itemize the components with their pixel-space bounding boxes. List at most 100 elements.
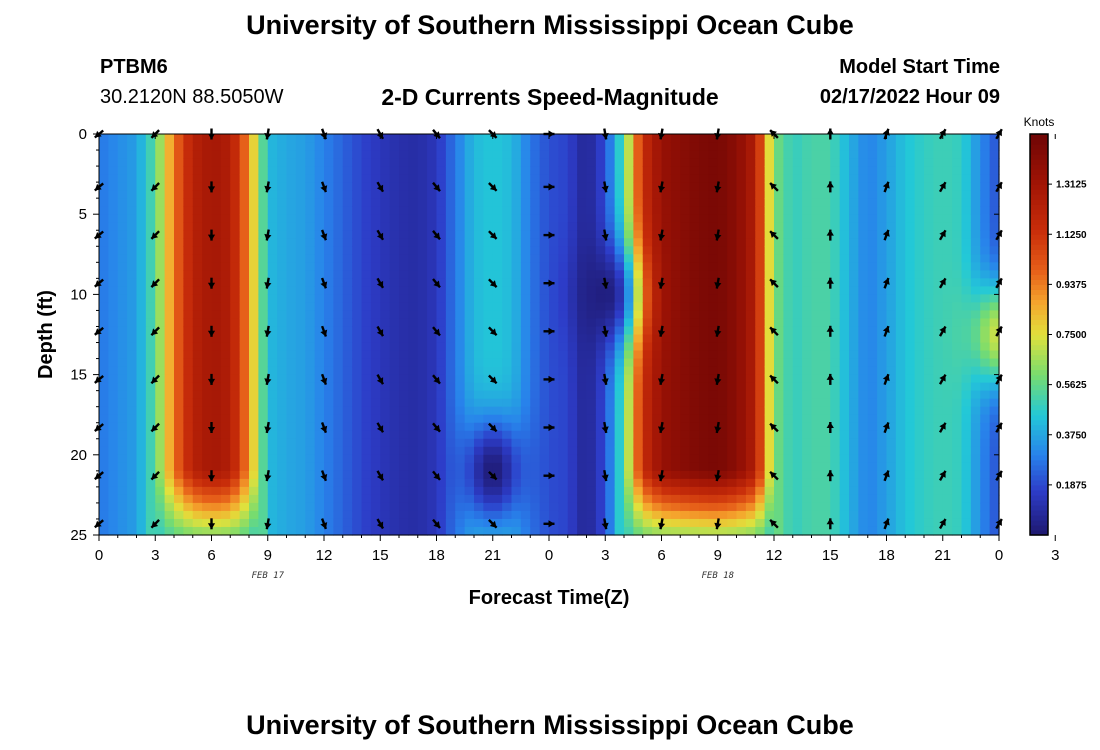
heatmap-cell — [633, 318, 644, 328]
heatmap-cell — [727, 318, 738, 328]
heatmap-cell — [970, 342, 981, 352]
heatmap-cell — [127, 286, 138, 295]
heatmap-cell — [652, 158, 663, 167]
heatmap-cell — [811, 310, 822, 320]
heatmap-cell — [839, 518, 850, 528]
heatmap-cell — [914, 334, 925, 344]
heatmap-cell — [802, 134, 813, 143]
heatmap-cell — [942, 326, 953, 336]
heatmap-cell — [680, 454, 691, 464]
heatmap-cell — [389, 422, 400, 432]
heatmap-cell — [942, 518, 953, 528]
heatmap-cell — [530, 526, 541, 536]
heatmap-cell — [127, 406, 138, 416]
heatmap-cell — [314, 134, 325, 143]
heatmap-cell — [952, 254, 963, 263]
heatmap-cell — [389, 526, 400, 536]
heatmap-cell — [586, 206, 597, 215]
heatmap-cell — [839, 254, 850, 263]
heatmap-cell — [258, 366, 269, 376]
heatmap-cell — [633, 262, 644, 271]
heatmap-cell — [145, 358, 156, 368]
heatmap-cell — [670, 166, 681, 175]
heatmap-cell — [755, 414, 766, 424]
heatmap-cell — [417, 510, 428, 520]
heatmap-cell — [924, 214, 934, 223]
heatmap-cell — [717, 454, 728, 464]
heatmap-cell — [249, 198, 259, 207]
heatmap-cell — [211, 486, 222, 496]
heatmap-cell — [464, 462, 475, 472]
heatmap-cell — [99, 510, 109, 520]
heatmap-cell — [305, 166, 316, 175]
heatmap-cell — [699, 230, 709, 239]
heatmap-cell — [370, 262, 381, 271]
heatmap-cell — [277, 366, 288, 376]
heatmap-cell — [417, 494, 428, 504]
heatmap-cell — [314, 166, 325, 175]
heatmap-cell — [839, 358, 850, 368]
heatmap-cell — [549, 254, 559, 263]
heatmap-cell — [605, 278, 616, 287]
heatmap-cell — [239, 270, 250, 279]
x-tick-label: 0 — [545, 547, 553, 564]
heatmap-cell — [389, 166, 400, 175]
heatmap-cell — [727, 446, 738, 456]
heatmap-cell — [108, 462, 119, 472]
heatmap-cell — [933, 398, 944, 408]
heatmap-cell — [605, 182, 616, 191]
heatmap-cell — [314, 190, 325, 199]
heatmap-cell — [567, 326, 578, 336]
heatmap-cell — [774, 270, 784, 279]
current-arrow — [995, 181, 1003, 193]
heatmap-cell — [661, 342, 672, 352]
heatmap-cell — [820, 238, 831, 247]
heatmap-cell — [145, 206, 156, 215]
heatmap-cell — [380, 462, 391, 472]
heatmap-cell — [820, 462, 831, 472]
heatmap-cell — [586, 310, 597, 320]
heatmap-cell — [220, 246, 231, 255]
heatmap-cell — [858, 446, 869, 456]
heatmap-cell — [774, 190, 784, 199]
heatmap-cell — [708, 334, 719, 344]
current-arrow — [320, 470, 328, 482]
heatmap-cell — [464, 430, 475, 440]
heatmap-cell — [117, 414, 128, 424]
heatmap-cell — [267, 166, 278, 175]
heatmap-cell — [839, 246, 850, 255]
heatmap-cell — [183, 382, 194, 392]
heatmap-cell — [211, 478, 222, 488]
heatmap-cell — [108, 334, 119, 344]
heatmap-cell — [802, 222, 813, 231]
heatmap-cell — [239, 518, 250, 528]
heatmap-cell — [586, 342, 597, 352]
heatmap-cell — [680, 478, 691, 488]
x-tick-label: 0 — [95, 547, 103, 564]
heatmap-cell — [942, 278, 953, 287]
heatmap-cell — [727, 182, 738, 191]
heatmap-cell — [520, 478, 531, 488]
heatmap-cell — [108, 446, 119, 456]
heatmap-cell — [136, 382, 147, 392]
heatmap-cell — [736, 470, 747, 480]
heatmap-cell — [914, 142, 925, 151]
heatmap-cell — [258, 414, 269, 424]
heatmap-cell — [914, 422, 925, 432]
heatmap-cell — [192, 326, 203, 336]
heatmap-cell — [867, 438, 878, 448]
heatmap-cell — [858, 502, 869, 512]
heatmap-cell — [905, 358, 916, 368]
heatmap-cell — [314, 174, 325, 183]
heatmap-cell — [586, 358, 597, 368]
heatmap-cell — [952, 334, 963, 344]
heatmap-cell — [905, 278, 916, 287]
heatmap-cell — [661, 222, 672, 231]
heatmap-cell — [858, 246, 869, 255]
heatmap-cell — [267, 182, 278, 191]
heatmap-cell — [417, 270, 428, 279]
heatmap-cell — [445, 302, 456, 312]
heatmap-cell — [708, 254, 719, 263]
heatmap-cell — [867, 446, 878, 456]
heatmap-cell — [324, 326, 334, 336]
